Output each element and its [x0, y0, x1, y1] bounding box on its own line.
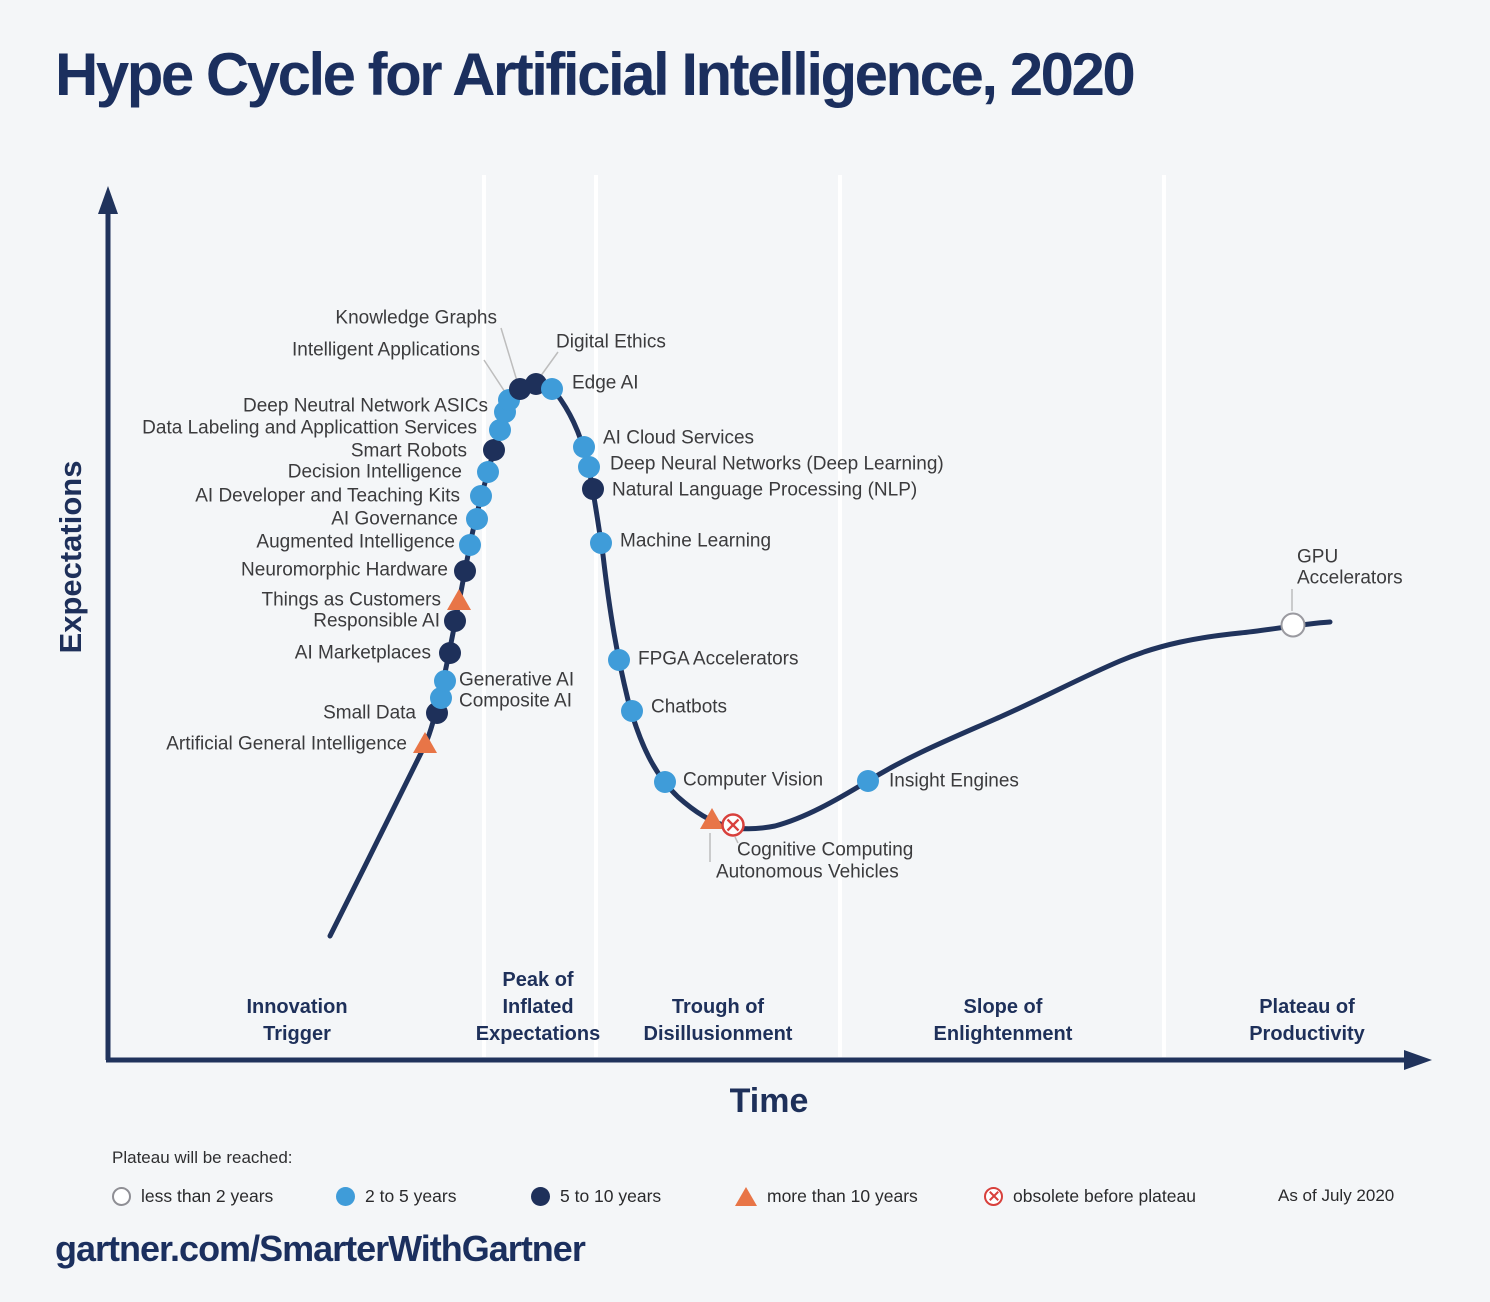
point-label: Composite AI: [459, 691, 572, 712]
point-label: Autonomous Vehicles: [716, 862, 899, 883]
point-marker-5to10: [444, 610, 466, 632]
legend-blue-circle-icon: [336, 1186, 355, 1206]
gartner-url: gartner.com/SmarterWithGartner: [55, 1228, 586, 1269]
phase-label-innovation-trigger: Innovation Trigger: [246, 996, 348, 1045]
label-leader-lines: [483, 327, 1293, 862]
as-of-date: As of July 2020: [1278, 1186, 1395, 1205]
point-marker-2to5: [466, 508, 488, 530]
point-label: Intelligent Applications: [292, 340, 480, 361]
point-marker-gt10: [447, 589, 471, 610]
point-label: Digital Ethics: [556, 332, 666, 353]
point-label: AI Cloud Services: [603, 428, 754, 449]
point-marker-2to5: [608, 649, 630, 671]
point-marker-5to10: [483, 439, 505, 461]
point-label: Machine Learning: [620, 531, 771, 552]
point-marker-2to5: [434, 670, 456, 692]
leader-line: [734, 836, 739, 844]
page-title: Hype Cycle for Artificial Intelligence, …: [55, 41, 1136, 108]
point-marker-2to5: [477, 461, 499, 483]
point-label: Neuromorphic Hardware: [241, 560, 448, 581]
point-label: Decision Intelligence: [288, 462, 462, 483]
point-marker-2to5: [541, 378, 563, 400]
phase-label-slope-of-enlightenment: Slope of Enlightenment: [933, 996, 1073, 1045]
point-label: Computer Vision: [683, 770, 823, 791]
point-label: AI Governance: [331, 509, 458, 530]
legend-item-2-to-5-years: 2 to 5 years: [336, 1185, 456, 1207]
point-label: Smart Robots: [351, 441, 467, 462]
point-marker-2to5: [459, 534, 481, 556]
legend-item-label: obsolete before plateau: [1013, 1185, 1196, 1206]
legend-heading: Plateau will be reached:: [112, 1148, 293, 1167]
legend-item-less-than-2-years: less than 2 years: [112, 1185, 273, 1207]
point-marker-2to5: [430, 687, 452, 709]
point-label: GPU: [1297, 547, 1338, 568]
point-label: Things as Customers: [261, 590, 441, 611]
y-axis-label: Expectations: [53, 460, 88, 654]
point-label: Deep Neutral Network ASICs: [243, 396, 488, 417]
point-marker-gt10: [413, 732, 437, 753]
point-label: Natural Language Processing (NLP): [612, 480, 917, 501]
point-marker-2to5: [621, 700, 643, 722]
point-label: Augmented Intelligence: [256, 532, 455, 553]
point-label: Data Labeling and Applicattion Services: [142, 418, 477, 439]
point-label: Chatbots: [651, 697, 727, 718]
phase-label-plateau-of-productivity: Plateau of Productivity: [1249, 996, 1365, 1045]
point-marker-5to10: [582, 478, 604, 500]
leader-line: [483, 359, 506, 393]
point-marker-gt10: [700, 808, 724, 829]
point-label: Deep Neural Networks (Deep Learning): [610, 454, 944, 475]
point-marker-2to5: [654, 771, 676, 793]
legend-item-more-than-10-years: more than 10 years: [735, 1185, 918, 1207]
point-label: AI Developer and Teaching Kits: [195, 486, 460, 507]
point-label: FPGA Accelerators: [638, 649, 799, 670]
point-labels: Artificial General Intelligence Small Dat…: [142, 308, 1402, 883]
legend-item-label: 2 to 5 years: [365, 1185, 457, 1206]
point-marker-obsolete: [721, 813, 745, 837]
point-label: Generative AI: [459, 670, 574, 691]
point-label: Small Data: [323, 703, 416, 724]
leader-line: [539, 351, 559, 378]
point-marker-2to5: [470, 485, 492, 507]
point-marker-2to5: [578, 456, 600, 478]
legend-white-circle-icon: [112, 1186, 131, 1206]
point-label: Knowledge Graphs: [335, 308, 497, 329]
point-marker-2to5: [489, 419, 511, 441]
point-label: AI Marketplaces: [295, 643, 431, 664]
legend-crossed-circle-icon: [984, 1186, 1003, 1206]
x-axis-arrowhead-icon: [1404, 1050, 1432, 1070]
point-label: Insight Engines: [889, 771, 1019, 792]
point-label: Cognitive Computing: [737, 840, 913, 861]
point-marker-5to10: [439, 642, 461, 664]
phase-label-peak-of-inflated-expectations: Peak of Inflated Expectations: [475, 969, 601, 1045]
point-label: Edge AI: [572, 373, 639, 394]
point-marker-2to5: [857, 770, 879, 792]
leader-line: [500, 327, 518, 382]
point-marker-lt2: [1280, 612, 1306, 638]
point-label: Artificial General Intelligence: [166, 734, 407, 755]
legend-item-5-to-10-years: 5 to 10 years: [531, 1185, 661, 1207]
y-axis-arrowhead-icon: [98, 186, 118, 214]
legend-navy-circle-icon: [531, 1186, 550, 1206]
x-axis-label: Time: [729, 1082, 809, 1120]
point-label: Accelerators: [1297, 568, 1403, 589]
legend-item-label: more than 10 years: [767, 1185, 918, 1206]
phase-label-trough-of-disillusionment: Trough of Disillusionment: [643, 996, 793, 1045]
point-label: Responsible AI: [313, 611, 440, 632]
legend-item-obsolete-before-plateau: obsolete before plateau: [984, 1185, 1196, 1207]
legend-item-label: less than 2 years: [141, 1185, 274, 1206]
point-marker-2to5: [590, 532, 612, 554]
legend-item-label: 5 to 10 years: [560, 1185, 662, 1206]
point-marker-5to10: [454, 560, 476, 582]
phase-dividers: [482, 175, 1166, 1057]
legend-orange-triangle-icon: [735, 1186, 757, 1206]
point-markers: [413, 373, 1306, 837]
point-marker-2to5: [573, 436, 595, 458]
